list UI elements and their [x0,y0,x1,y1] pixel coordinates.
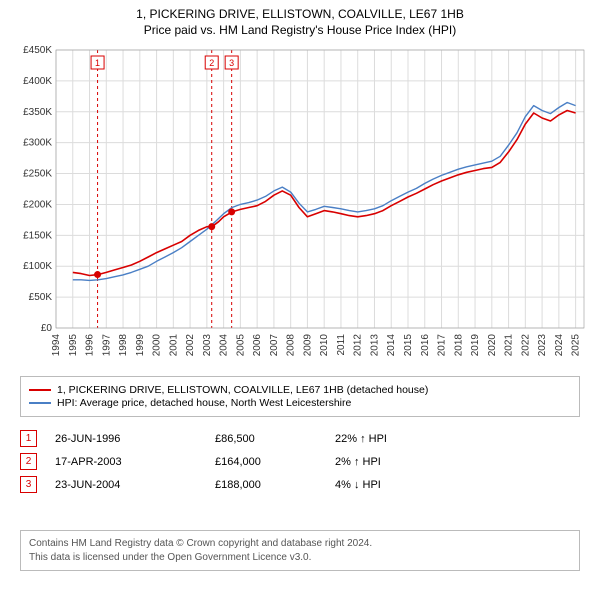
svg-text:2015: 2015 [403,334,414,357]
event-marker-icon: 2 [20,453,37,470]
event-row: 2 17-APR-2003£164,0002% ↑ HPI [20,453,580,470]
svg-text:2009: 2009 [302,334,313,357]
svg-text:1998: 1998 [118,334,129,357]
svg-text:2001: 2001 [168,334,179,357]
event-marker-icon: 1 [20,430,37,447]
svg-text:2000: 2000 [152,334,163,357]
svg-text:£0: £0 [41,323,53,334]
svg-text:£350K: £350K [23,107,52,118]
event-price: £188,000 [215,479,335,491]
svg-text:3: 3 [229,58,234,68]
legend-swatch [29,389,51,391]
svg-text:£450K: £450K [23,45,52,56]
event-price: £86,500 [215,433,335,445]
svg-text:2014: 2014 [386,334,397,357]
legend-row: 1, PICKERING DRIVE, ELLISTOWN, COALVILLE… [29,384,571,396]
event-hpi: 4% ↓ HPI [335,479,381,491]
svg-text:2010: 2010 [319,334,330,357]
event-price: £164,000 [215,456,335,468]
svg-text:2002: 2002 [185,334,196,357]
chart-svg: £0 £50K £100K £150K £200K £250K £300K £350K £400… [8,44,592,364]
svg-text:2022: 2022 [520,334,531,357]
event-row: 1 26-JUN-1996£86,50022% ↑ HPI [20,430,580,447]
price-chart: £0 £50K £100K £150K £200K £250K £300K £350K £400… [8,44,592,364]
svg-text:1997: 1997 [101,334,112,357]
svg-text:2: 2 [209,58,214,68]
svg-text:2006: 2006 [252,334,263,357]
svg-text:£200K: £200K [23,199,52,210]
title-line-1: 1, PICKERING DRIVE, ELLISTOWN, COALVILLE… [8,6,592,22]
svg-text:1999: 1999 [135,334,146,357]
svg-text:2011: 2011 [336,334,347,356]
event-date: 23-JUN-2004 [55,479,215,491]
svg-text:1994: 1994 [51,334,62,357]
svg-text:1995: 1995 [68,334,79,357]
svg-text:£250K: £250K [23,169,52,180]
svg-text:2020: 2020 [487,334,498,357]
footer-line-1: Contains HM Land Registry data © Crown c… [29,537,571,551]
svg-text:2007: 2007 [269,334,280,357]
svg-text:£100K: £100K [23,261,52,272]
event-hpi: 2% ↑ HPI [335,456,381,468]
svg-text:2013: 2013 [369,334,380,357]
svg-text:2008: 2008 [286,334,297,357]
svg-text:2021: 2021 [504,334,515,357]
svg-text:2018: 2018 [453,334,464,357]
event-date: 17-APR-2003 [55,456,215,468]
svg-text:2016: 2016 [420,334,431,357]
legend-swatch [29,402,51,404]
footer-line-2: This data is licensed under the Open Gov… [29,551,571,565]
svg-text:2024: 2024 [554,334,565,357]
svg-text:£300K: £300K [23,138,52,149]
svg-text:2023: 2023 [537,334,548,357]
svg-text:2004: 2004 [219,334,230,357]
legend-row: HPI: Average price, detached house, Nort… [29,397,571,409]
svg-text:£150K: £150K [23,230,52,241]
svg-text:2003: 2003 [202,334,213,357]
event-marker-icon: 3 [20,476,37,493]
title-block: 1, PICKERING DRIVE, ELLISTOWN, COALVILLE… [0,0,600,40]
legend-label: 1, PICKERING DRIVE, ELLISTOWN, COALVILLE… [57,384,428,396]
svg-text:1: 1 [95,58,100,68]
legend: 1, PICKERING DRIVE, ELLISTOWN, COALVILLE… [20,376,580,417]
event-hpi: 22% ↑ HPI [335,433,387,445]
footer: Contains HM Land Registry data © Crown c… [20,530,580,571]
svg-text:2017: 2017 [437,334,448,357]
page: 1, PICKERING DRIVE, ELLISTOWN, COALVILLE… [0,0,600,590]
svg-text:2025: 2025 [571,334,582,357]
legend-label: HPI: Average price, detached house, Nort… [57,397,351,409]
title-line-2: Price paid vs. HM Land Registry's House … [8,22,592,38]
svg-text:1996: 1996 [85,334,96,357]
svg-text:£400K: £400K [23,76,52,87]
svg-text:2005: 2005 [235,334,246,357]
svg-text:2019: 2019 [470,334,481,357]
event-table: 1 26-JUN-1996£86,50022% ↑ HPI 2 17-APR-2003… [20,424,580,499]
svg-text:2012: 2012 [353,334,364,357]
event-row: 3 23-JUN-2004£188,0004% ↓ HPI [20,476,580,493]
event-date: 26-JUN-1996 [55,433,215,445]
svg-text:£50K: £50K [29,292,53,303]
